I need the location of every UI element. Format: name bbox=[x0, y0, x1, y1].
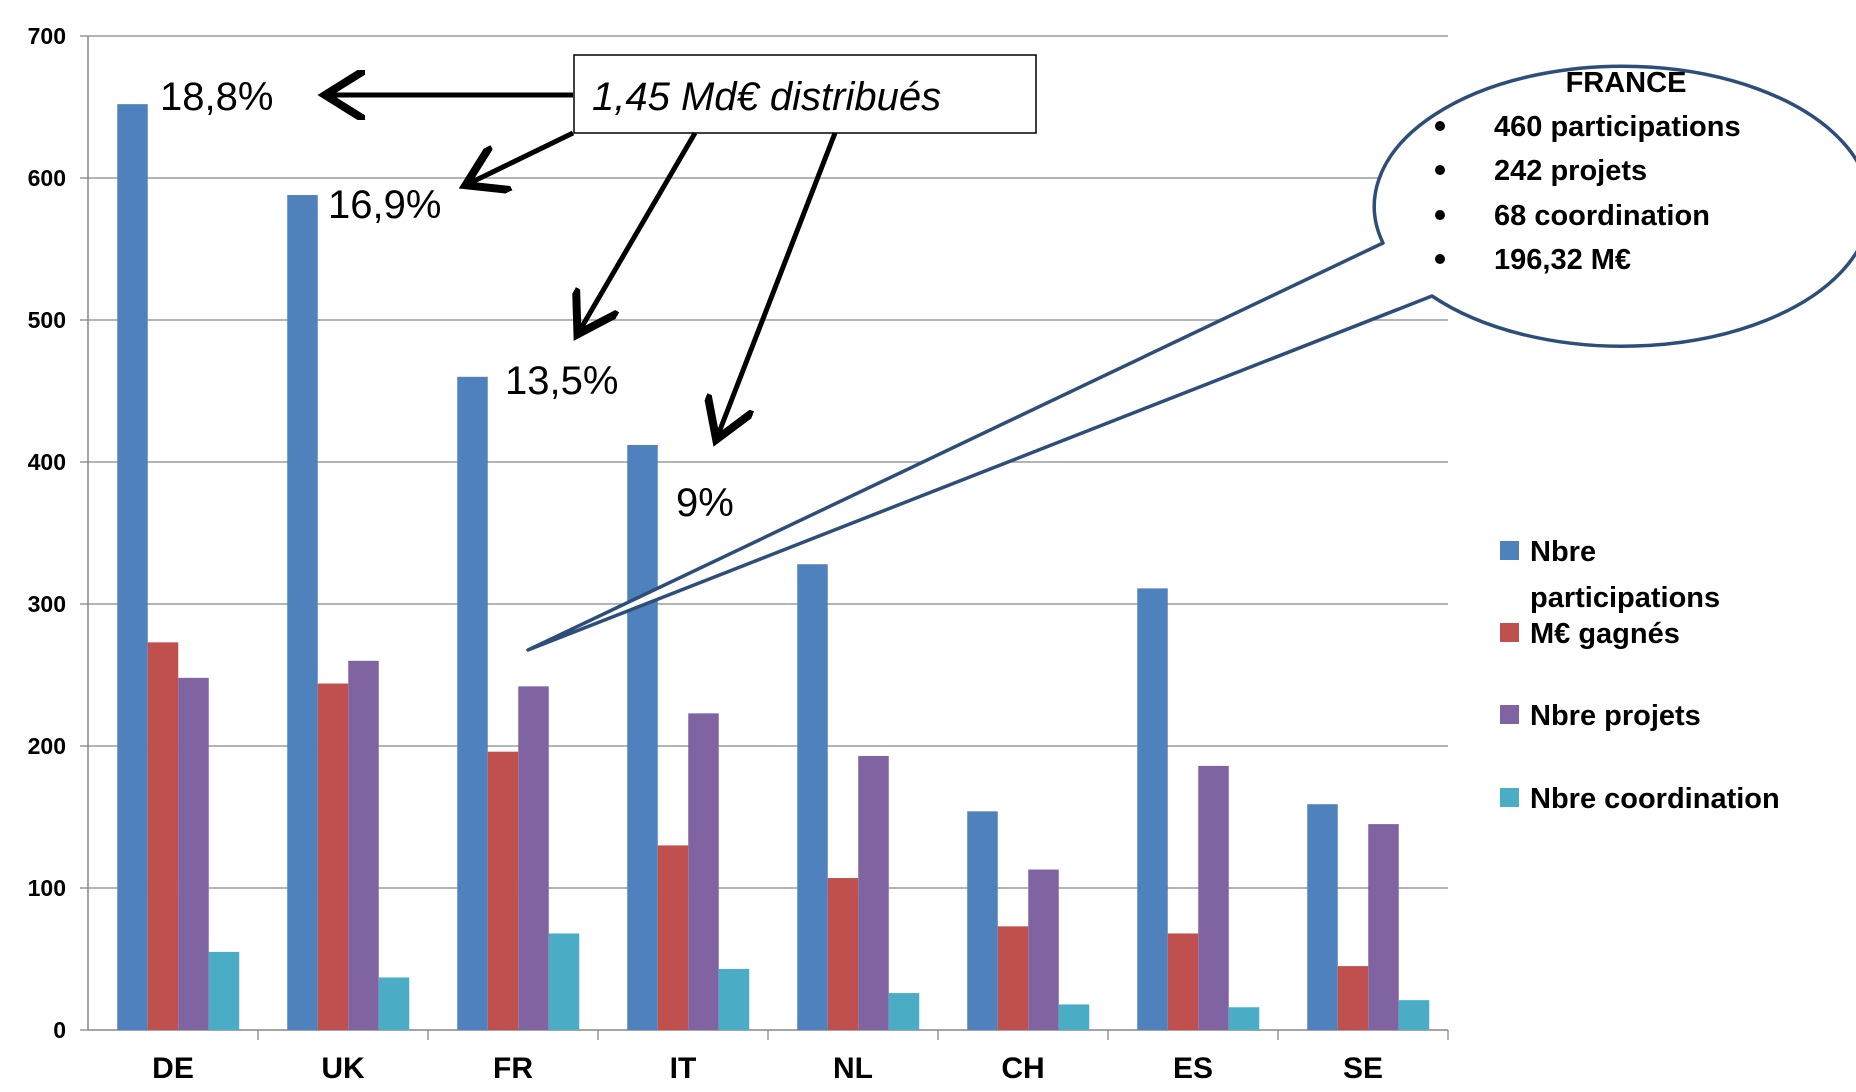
y-tick-label: 100 bbox=[28, 875, 66, 901]
bar-es-series-1 bbox=[1167, 933, 1199, 1030]
legend-swatch bbox=[1500, 788, 1519, 807]
legend-swatch bbox=[1500, 623, 1519, 642]
callout-item-coordination: 68 coordination bbox=[1494, 200, 1710, 232]
y-tick-labels: 0 100 200 300 400 500 600 700 bbox=[28, 23, 66, 1043]
callout-bullet bbox=[1435, 121, 1445, 131]
callout-list: 460 participations 242 projets 68 coordi… bbox=[1435, 111, 1741, 276]
y-tick-label: 400 bbox=[28, 449, 66, 475]
x-tick-label-es: ES bbox=[1173, 1052, 1213, 1085]
bar-nl-series-2 bbox=[858, 755, 889, 1030]
bar-uk-series-1 bbox=[317, 683, 349, 1030]
percent-label-uk: 16,9% bbox=[328, 183, 441, 227]
bar-se-series-3 bbox=[1398, 1000, 1430, 1030]
x-tick-label-nl: NL bbox=[833, 1052, 873, 1085]
callout-title: FRANCE bbox=[1566, 67, 1687, 99]
y-tick-label: 500 bbox=[28, 307, 66, 333]
bar-se-series-0 bbox=[1307, 804, 1338, 1030]
bar-nl-series-1 bbox=[827, 878, 859, 1030]
callout-item-projets: 242 projets bbox=[1494, 155, 1647, 187]
bar-se-series-1 bbox=[1337, 966, 1369, 1030]
bar-it-series-0 bbox=[627, 444, 658, 1031]
france-callout-balloon bbox=[526, 64, 1856, 652]
note-box bbox=[573, 54, 1037, 134]
bar-uk-series-0 bbox=[287, 195, 318, 1031]
percent-label-de: 18,8% bbox=[160, 75, 273, 119]
legend: Nbre participations M€ gagnés Nbre projets N… bbox=[1500, 536, 1780, 815]
x-tick-label-it: IT bbox=[670, 1052, 697, 1085]
bar-uk-series-2 bbox=[348, 660, 379, 1030]
bar-uk-series-3 bbox=[378, 977, 410, 1030]
callout-bullet bbox=[1435, 254, 1445, 264]
bar-it-series-3 bbox=[718, 968, 750, 1030]
note-arrows bbox=[330, 95, 838, 435]
x-tick-label-de: DE bbox=[152, 1052, 194, 1085]
y-tick-label: 200 bbox=[28, 733, 66, 759]
x-tick-label-uk: UK bbox=[321, 1052, 365, 1085]
bar-fr-series-1 bbox=[487, 751, 519, 1030]
bar-es-series-2 bbox=[1198, 765, 1229, 1030]
callout-bullet bbox=[1435, 210, 1445, 220]
note-box-text: 1,45 Md€ distribués bbox=[592, 75, 941, 119]
bars bbox=[117, 104, 1430, 1031]
bar-fr-series-3 bbox=[548, 933, 580, 1030]
bar-ch-series-0 bbox=[967, 811, 998, 1030]
legend-label: M€ gagnés bbox=[1530, 618, 1680, 650]
x-tick-labels: DE UK FR IT NL CH ES SE bbox=[152, 1052, 1383, 1085]
legend-swatch bbox=[1500, 705, 1519, 724]
bar-es-series-3 bbox=[1228, 1007, 1260, 1030]
legend-label: Nbre participations bbox=[1530, 536, 1720, 614]
x-tick-label-ch: CH bbox=[1001, 1052, 1044, 1085]
y-tick-label: 0 bbox=[53, 1017, 66, 1043]
bar-de-series-2 bbox=[178, 677, 209, 1030]
bar-ch-series-3 bbox=[1058, 1004, 1090, 1030]
bar-fr-series-2 bbox=[518, 686, 549, 1030]
bar-nl-series-0 bbox=[797, 564, 828, 1030]
y-tick-label: 300 bbox=[28, 591, 66, 617]
bar-fr-series-0 bbox=[457, 376, 488, 1030]
y-tick-label: 600 bbox=[28, 165, 66, 191]
bar-se-series-2 bbox=[1368, 824, 1399, 1030]
callout-item-participations: 460 participations bbox=[1494, 111, 1741, 143]
bar-de-series-0 bbox=[117, 104, 148, 1030]
percent-label-it: 9% bbox=[676, 481, 734, 525]
bar-de-series-1 bbox=[147, 642, 179, 1030]
legend-label: Nbre projets bbox=[1530, 700, 1701, 732]
percent-label-fr: 13,5% bbox=[505, 359, 618, 403]
bar-de-series-3 bbox=[208, 951, 240, 1030]
legend-swatch bbox=[1500, 541, 1519, 560]
x-tick-label-se: SE bbox=[1343, 1052, 1383, 1085]
bar-ch-series-2 bbox=[1028, 869, 1059, 1030]
bar-ch-series-1 bbox=[997, 926, 1029, 1030]
legend-label: Nbre coordination bbox=[1530, 783, 1780, 815]
y-tick-label: 700 bbox=[28, 23, 66, 49]
callout-bullet bbox=[1435, 165, 1445, 175]
bar-it-series-2 bbox=[688, 713, 719, 1030]
bar-nl-series-3 bbox=[888, 993, 920, 1030]
x-tick-label-fr: FR bbox=[493, 1052, 533, 1085]
callout-item-budget: 196,32 M€ bbox=[1494, 244, 1631, 276]
bar-es-series-0 bbox=[1137, 588, 1168, 1030]
bar-it-series-1 bbox=[657, 845, 689, 1030]
